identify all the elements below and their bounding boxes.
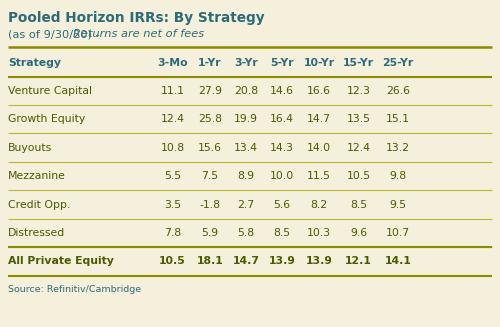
Text: 11.5: 11.5	[307, 171, 331, 181]
Text: 10.0: 10.0	[270, 171, 294, 181]
Text: 5.8: 5.8	[238, 228, 254, 238]
Text: 14.3: 14.3	[270, 143, 294, 153]
Text: 10.8: 10.8	[160, 143, 184, 153]
Text: 25.8: 25.8	[198, 114, 222, 124]
Text: 8.5: 8.5	[350, 199, 367, 210]
Text: 10.3: 10.3	[307, 228, 331, 238]
Text: 5-Yr: 5-Yr	[270, 58, 294, 68]
Text: 13.9: 13.9	[268, 256, 295, 267]
Text: 8.2: 8.2	[310, 199, 328, 210]
Text: 14.7: 14.7	[307, 114, 331, 124]
Text: 19.9: 19.9	[234, 114, 258, 124]
Text: 9.5: 9.5	[390, 199, 406, 210]
Text: 15.6: 15.6	[198, 143, 222, 153]
Text: 20.8: 20.8	[234, 86, 258, 96]
Text: 2.7: 2.7	[238, 199, 254, 210]
Text: 16.4: 16.4	[270, 114, 294, 124]
Text: 7.8: 7.8	[164, 228, 181, 238]
Text: 16.6: 16.6	[307, 86, 331, 96]
Text: 15-Yr: 15-Yr	[343, 58, 374, 68]
Text: Strategy: Strategy	[8, 58, 61, 68]
Text: (as of 9/30/20) -: (as of 9/30/20) -	[8, 29, 104, 40]
Text: 12.4: 12.4	[346, 143, 370, 153]
Text: Buyouts: Buyouts	[8, 143, 52, 153]
Text: 10.5: 10.5	[346, 171, 370, 181]
Text: 25-Yr: 25-Yr	[382, 58, 414, 68]
Text: 13.4: 13.4	[234, 143, 258, 153]
Text: 13.9: 13.9	[306, 256, 332, 267]
Text: 27.9: 27.9	[198, 86, 222, 96]
Text: 3-Yr: 3-Yr	[234, 58, 258, 68]
Text: 1-Yr: 1-Yr	[198, 58, 222, 68]
Text: -1.8: -1.8	[200, 199, 220, 210]
Text: 10.5: 10.5	[159, 256, 186, 267]
Text: 12.1: 12.1	[345, 256, 372, 267]
Text: 14.7: 14.7	[232, 256, 260, 267]
Text: 14.6: 14.6	[270, 86, 294, 96]
Text: 5.9: 5.9	[202, 228, 218, 238]
Text: 15.1: 15.1	[386, 114, 410, 124]
Text: 13.5: 13.5	[346, 114, 370, 124]
Text: Distressed: Distressed	[8, 228, 65, 238]
Text: 14.1: 14.1	[384, 256, 411, 267]
Text: 8.9: 8.9	[238, 171, 254, 181]
Text: 12.4: 12.4	[160, 114, 184, 124]
Text: Venture Capital: Venture Capital	[8, 86, 92, 96]
Text: 5.6: 5.6	[274, 199, 290, 210]
Text: 10.7: 10.7	[386, 228, 410, 238]
Text: 3-Mo: 3-Mo	[157, 58, 188, 68]
Text: 26.6: 26.6	[386, 86, 410, 96]
Text: 9.6: 9.6	[350, 228, 367, 238]
Text: Source: Refinitiv/Cambridge: Source: Refinitiv/Cambridge	[8, 285, 141, 294]
Text: 11.1: 11.1	[160, 86, 184, 96]
Text: All Private Equity: All Private Equity	[8, 256, 114, 267]
Text: 13.2: 13.2	[386, 143, 410, 153]
Text: Returns are net of fees: Returns are net of fees	[73, 29, 204, 40]
Text: 3.5: 3.5	[164, 199, 181, 210]
Text: 12.3: 12.3	[346, 86, 370, 96]
Text: Pooled Horizon IRRs: By Strategy: Pooled Horizon IRRs: By Strategy	[8, 11, 264, 26]
Text: 14.0: 14.0	[307, 143, 331, 153]
Text: 10-Yr: 10-Yr	[304, 58, 334, 68]
Text: Credit Opp.: Credit Opp.	[8, 199, 70, 210]
Text: 9.8: 9.8	[390, 171, 406, 181]
Text: 8.5: 8.5	[274, 228, 290, 238]
Text: 7.5: 7.5	[202, 171, 218, 181]
Text: 18.1: 18.1	[196, 256, 224, 267]
Text: Mezzanine: Mezzanine	[8, 171, 66, 181]
Text: 5.5: 5.5	[164, 171, 181, 181]
Text: Growth Equity: Growth Equity	[8, 114, 85, 124]
